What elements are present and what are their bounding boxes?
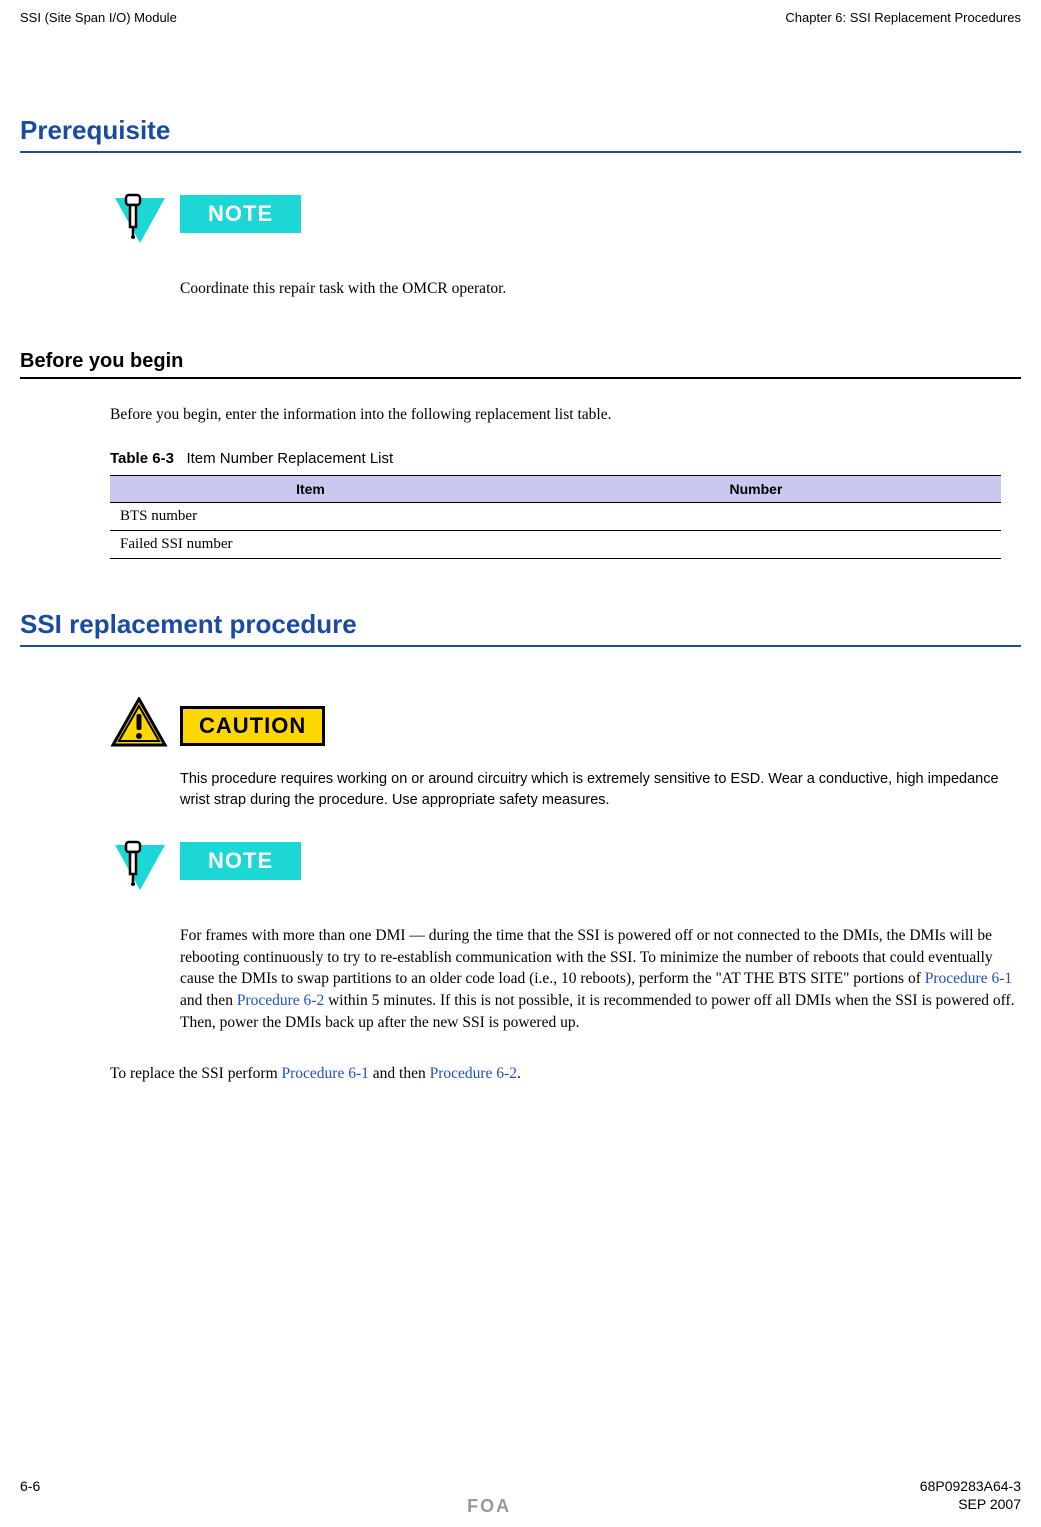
header-right: Chapter 6: SSI Replacement Procedures [785,10,1021,25]
header-left: SSI (Site Span I/O) Module [20,10,177,25]
before-you-begin-text: Before you begin, enter the information … [110,404,1021,426]
link-procedure-6-2[interactable]: Procedure 6-2 [237,992,324,1009]
footer-page-number: 6-6 [20,1478,40,1494]
caution-text: This procedure requires working on or ar… [180,769,1021,810]
note-text-1: Coordinate this repair task with the OMC… [180,278,1021,300]
note-block-1: NOTE Coordinate this repair task with th… [110,193,1021,300]
table-col-number: Number [511,476,1001,503]
final-instruction: To replace the SSI perform Procedure 6-1… [110,1063,1021,1085]
note-block-2: NOTE For frames with more than one DMI —… [110,840,1021,1033]
replacement-table: Item Number BTS number Failed SSI number [110,475,1001,559]
table-title: Item Number Replacement List [186,450,393,467]
note-text-2: For frames with more than one DMI — duri… [180,925,1021,1033]
footer-doc-number: 68P09283A64-3 [920,1478,1021,1494]
footer-date: SEP 2007 [958,1496,1021,1517]
caution-icon [110,697,180,754]
table-row: Failed SSI number [110,531,1001,559]
note-label: NOTE [180,195,301,233]
note-label: NOTE [180,842,301,880]
link-procedure-6-1[interactable]: Procedure 6-1 [925,970,1012,987]
table-cell [511,503,1001,531]
table-row: BTS number [110,503,1001,531]
table-cell: BTS number [110,503,511,531]
caution-label: CAUTION [180,706,325,746]
link-procedure-6-1[interactable]: Procedure 6-1 [282,1065,369,1082]
note-icon [110,840,180,905]
heading-ssi-replacement: SSI replacement procedure [20,609,1021,647]
table-col-item: Item [110,476,511,503]
table-cell: Failed SSI number [110,531,511,559]
heading-prerequisite: Prerequisite [20,115,1021,153]
footer-foa: FOA [467,1496,511,1517]
table-caption: Table 6-3 Item Number Replacement List [110,450,1021,467]
note-icon [110,193,180,258]
link-procedure-6-2[interactable]: Procedure 6-2 [430,1065,517,1082]
heading-before-you-begin: Before you begin [20,350,1021,379]
table-cell [511,531,1001,559]
caution-block: CAUTION This procedure requires working … [110,697,1021,810]
table-number: Table 6-3 [110,450,174,467]
